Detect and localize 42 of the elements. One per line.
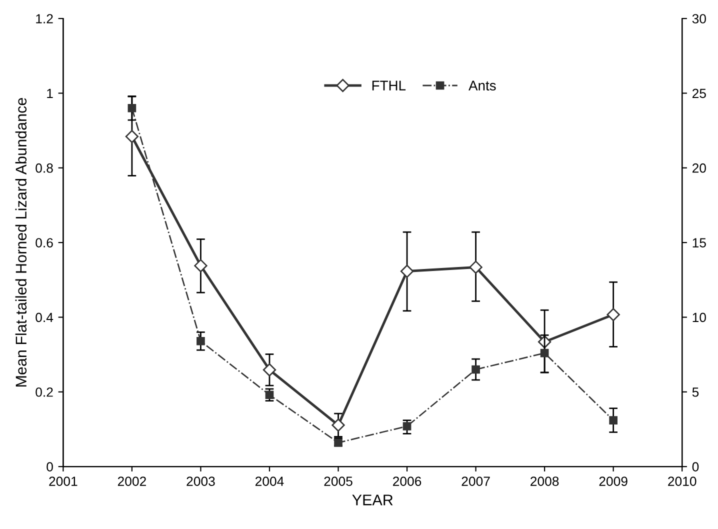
point (125, 130, 139, 144)
point (194, 259, 208, 272)
x-tick-label: 2010 (668, 476, 696, 486)
y-tick-label: 0.4 (36, 312, 54, 322)
x-axis-title: YEAR (352, 494, 393, 506)
y2-tick-label: 0 (692, 462, 699, 472)
y2-tick-label: 20 (692, 163, 706, 173)
x-tick-label: 2007 (462, 476, 490, 486)
point (540, 348, 549, 358)
x-tick-label: 2005 (324, 476, 352, 486)
x-tick-label: 2002 (118, 476, 146, 486)
point (332, 418, 345, 432)
legend-label: FTHL (372, 80, 406, 90)
point (262, 363, 276, 376)
y2-tick-label: 5 (692, 388, 699, 397)
point (472, 365, 480, 374)
point (128, 104, 136, 112)
point (196, 336, 205, 346)
x-tick-label: 2001 (49, 476, 78, 486)
y2-tick-label: 30 (692, 14, 706, 24)
point (334, 438, 342, 447)
point (609, 416, 618, 424)
x-tick-label: 2003 (186, 476, 215, 486)
x-tick-label: 2008 (530, 476, 559, 486)
y2-tick-label: 15 (692, 238, 706, 248)
point (400, 264, 414, 278)
point (606, 308, 620, 322)
point (469, 260, 482, 274)
y-tick-label: 1 (47, 88, 53, 98)
y2-tick-label: 10 (692, 312, 706, 322)
y-tick-label: 0.8 (36, 163, 53, 173)
x-tick-label: 2006 (393, 476, 422, 486)
y2-tick-label: 25 (692, 88, 706, 98)
y-tick-label: 0 (46, 462, 53, 472)
point (402, 422, 412, 430)
x-tick-label: 2004 (255, 476, 284, 486)
y-tick-label: 1.2 (36, 14, 53, 24)
y-tick-label: 0.6 (36, 238, 53, 248)
x-tick-label: 2009 (599, 476, 628, 486)
legend-label: Ants (468, 80, 496, 91)
y-tick-label: 0.2 (36, 387, 53, 397)
y-axis-title: Mean Flat-tailed Horned Lizard Abundance (15, 98, 27, 387)
